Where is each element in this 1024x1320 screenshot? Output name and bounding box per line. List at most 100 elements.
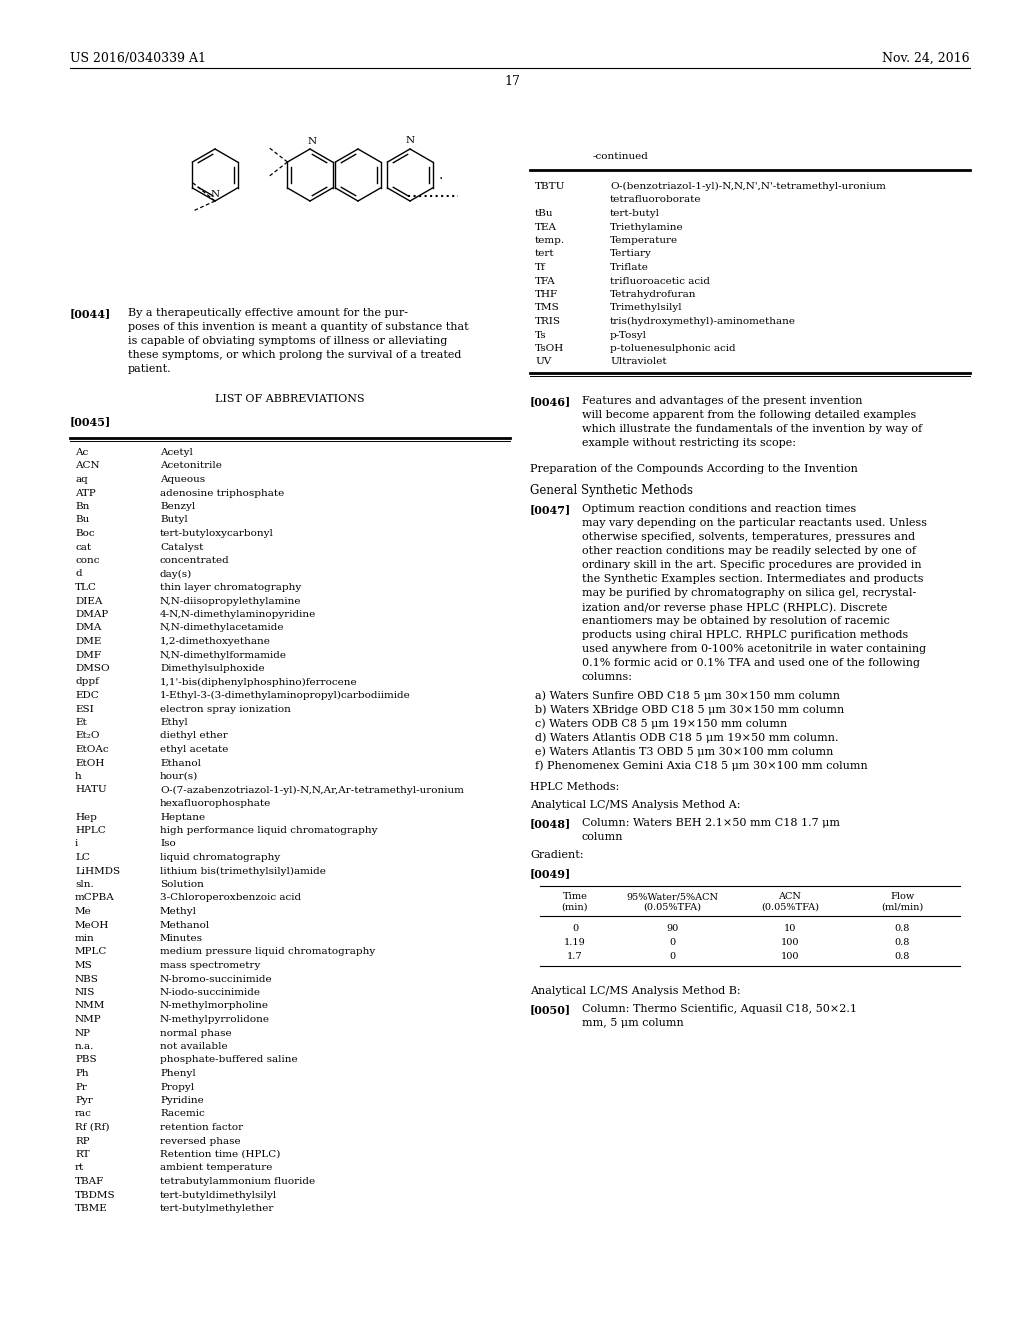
Text: (0.05%TFA): (0.05%TFA) — [761, 903, 819, 912]
Text: -continued: -continued — [592, 152, 648, 161]
Text: conc: conc — [75, 556, 99, 565]
Text: TEA: TEA — [535, 223, 557, 231]
Text: reversed phase: reversed phase — [160, 1137, 241, 1146]
Text: 0.8: 0.8 — [895, 924, 910, 933]
Text: [0047]: [0047] — [530, 504, 571, 515]
Text: EDC: EDC — [75, 690, 98, 700]
Text: Time: Time — [562, 892, 588, 902]
Text: 0: 0 — [572, 924, 579, 933]
Text: concentrated: concentrated — [160, 556, 229, 565]
Text: [0046]: [0046] — [530, 396, 571, 407]
Text: 1,1'-bis(diphenylphosphino)ferrocene: 1,1'-bis(diphenylphosphino)ferrocene — [160, 677, 357, 686]
Text: [0044]: [0044] — [70, 308, 112, 319]
Text: TMS: TMS — [535, 304, 560, 313]
Text: n.a.: n.a. — [75, 1041, 94, 1051]
Text: N,N-dimethylacetamide: N,N-dimethylacetamide — [160, 623, 285, 632]
Text: cat: cat — [75, 543, 91, 552]
Text: 1-Ethyl-3-(3-dimethylaminopropyl)carbodiimide: 1-Ethyl-3-(3-dimethylaminopropyl)carbodi… — [160, 690, 411, 700]
Text: is capable of obviating symptoms of illness or alleviating: is capable of obviating symptoms of illn… — [128, 337, 447, 346]
Text: products using chiral HPLC. RHPLC purification methods: products using chiral HPLC. RHPLC purifi… — [582, 630, 908, 640]
Text: ordinary skill in the art. Specific procedures are provided in: ordinary skill in the art. Specific proc… — [582, 560, 922, 570]
Text: TBME: TBME — [75, 1204, 108, 1213]
Text: 0.8: 0.8 — [895, 952, 910, 961]
Text: 100: 100 — [780, 939, 800, 946]
Text: MS: MS — [75, 961, 93, 970]
Text: HPLC: HPLC — [75, 826, 105, 836]
Text: Flow: Flow — [891, 892, 914, 902]
Text: 4-N,N-dimethylaminopyridine: 4-N,N-dimethylaminopyridine — [160, 610, 316, 619]
Text: TBAF: TBAF — [75, 1177, 104, 1185]
Text: DMSO: DMSO — [75, 664, 110, 673]
Text: i: i — [75, 840, 78, 849]
Text: TRIS: TRIS — [535, 317, 561, 326]
Text: THF: THF — [535, 290, 558, 300]
Text: Methyl: Methyl — [160, 907, 197, 916]
Text: EtOAc: EtOAc — [75, 744, 109, 754]
Text: Column: Waters BEH 2.1×50 mm C18 1.7 μm: Column: Waters BEH 2.1×50 mm C18 1.7 μm — [582, 818, 840, 828]
Text: DMA: DMA — [75, 623, 101, 632]
Text: Heptane: Heptane — [160, 813, 205, 821]
Text: Preparation of the Compounds According to the Invention: Preparation of the Compounds According t… — [530, 465, 858, 474]
Text: 100: 100 — [780, 952, 800, 961]
Text: Gradient:: Gradient: — [530, 850, 584, 861]
Text: tris(hydroxymethyl)-aminomethane: tris(hydroxymethyl)-aminomethane — [610, 317, 796, 326]
Text: 0.1% formic acid or 0.1% TFA and used one of the following: 0.1% formic acid or 0.1% TFA and used on… — [582, 657, 920, 668]
Text: poses of this invention is meant a quantity of substance that: poses of this invention is meant a quant… — [128, 322, 469, 333]
Text: UV: UV — [535, 358, 551, 367]
Text: Ultraviolet: Ultraviolet — [610, 358, 667, 367]
Text: Acetyl: Acetyl — [160, 447, 193, 457]
Text: ethyl acetate: ethyl acetate — [160, 744, 228, 754]
Text: Aqueous: Aqueous — [160, 475, 205, 484]
Text: Ethanol: Ethanol — [160, 759, 201, 767]
Text: NP: NP — [75, 1028, 91, 1038]
Text: tert-butyloxycarbonyl: tert-butyloxycarbonyl — [160, 529, 273, 539]
Text: (min): (min) — [562, 903, 588, 912]
Text: trifluoroacetic acid: trifluoroacetic acid — [610, 276, 710, 285]
Text: hour(s): hour(s) — [160, 772, 199, 781]
Text: will become apparent from the following detailed examples: will become apparent from the following … — [582, 411, 916, 420]
Text: sln.: sln. — [75, 880, 94, 888]
Text: tetrabutylammonium fluoride: tetrabutylammonium fluoride — [160, 1177, 315, 1185]
Text: Ethyl: Ethyl — [160, 718, 187, 727]
Text: hexafluorophosphate: hexafluorophosphate — [160, 799, 271, 808]
Text: may vary depending on the particular reactants used. Unless: may vary depending on the particular rea… — [582, 517, 927, 528]
Text: Tertiary: Tertiary — [610, 249, 652, 259]
Text: HATU: HATU — [75, 785, 106, 795]
Text: the Synthetic Examples section. Intermediates and products: the Synthetic Examples section. Intermed… — [582, 574, 924, 583]
Text: Temperature: Temperature — [610, 236, 678, 246]
Text: PBS: PBS — [75, 1056, 96, 1064]
Text: day(s): day(s) — [160, 569, 193, 578]
Text: Dimethylsulphoxide: Dimethylsulphoxide — [160, 664, 264, 673]
Text: used anywhere from 0-100% acetonitrile in water containing: used anywhere from 0-100% acetonitrile i… — [582, 644, 926, 653]
Text: mm, 5 μm column: mm, 5 μm column — [582, 1018, 684, 1028]
Text: a) Waters Sunfire OBD C18 5 μm 30×150 mm column: a) Waters Sunfire OBD C18 5 μm 30×150 mm… — [535, 690, 840, 701]
Text: high performance liquid chromatography: high performance liquid chromatography — [160, 826, 378, 836]
Text: otherwise specified, solvents, temperatures, pressures and: otherwise specified, solvents, temperatu… — [582, 532, 915, 543]
Text: mCPBA: mCPBA — [75, 894, 115, 903]
Text: rt: rt — [75, 1163, 84, 1172]
Text: 3-Chloroperoxbenzoic acid: 3-Chloroperoxbenzoic acid — [160, 894, 301, 903]
Text: ACN: ACN — [75, 462, 99, 470]
Text: TLC: TLC — [75, 583, 97, 591]
Text: N: N — [406, 136, 415, 145]
Text: Pyridine: Pyridine — [160, 1096, 204, 1105]
Text: NMP: NMP — [75, 1015, 101, 1024]
Text: Analytical LC/MS Analysis Method A:: Analytical LC/MS Analysis Method A: — [530, 800, 740, 810]
Text: NBS: NBS — [75, 974, 99, 983]
Text: 90: 90 — [667, 924, 679, 933]
Text: Tetrahydrofuran: Tetrahydrofuran — [610, 290, 696, 300]
Text: LIST OF ABBREVIATIONS: LIST OF ABBREVIATIONS — [215, 393, 365, 404]
Text: .: . — [439, 168, 443, 182]
Text: TBDMS: TBDMS — [75, 1191, 116, 1200]
Text: mass spectrometry: mass spectrometry — [160, 961, 260, 970]
Text: medium pressure liquid chromatography: medium pressure liquid chromatography — [160, 948, 375, 957]
Text: Phenyl: Phenyl — [160, 1069, 196, 1078]
Text: Iso: Iso — [160, 840, 176, 849]
Text: N-iodo-succinimide: N-iodo-succinimide — [160, 987, 261, 997]
Text: which illustrate the fundamentals of the invention by way of: which illustrate the fundamentals of the… — [582, 424, 923, 434]
Text: tBu: tBu — [535, 209, 554, 218]
Text: p-Tosyl: p-Tosyl — [610, 330, 647, 339]
Text: 0.8: 0.8 — [895, 939, 910, 946]
Text: N-methylpyrrolidone: N-methylpyrrolidone — [160, 1015, 270, 1024]
Text: retention factor: retention factor — [160, 1123, 243, 1133]
